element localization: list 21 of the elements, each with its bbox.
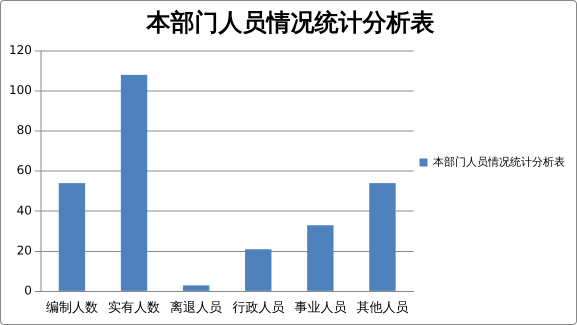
y-tick-label: 60: [16, 163, 32, 178]
x-tick-label: 行政人员: [232, 300, 284, 316]
y-tick-label: 0: [24, 284, 32, 298]
x-tick-label: 其他人员: [356, 300, 408, 316]
x-tick-label: 事业人员: [294, 300, 346, 316]
x-tick-label: 编制人数: [46, 300, 98, 316]
y-tick-label: 100: [9, 83, 32, 98]
y-tick-label: 80: [16, 123, 32, 138]
bar: [120, 74, 148, 291]
y-tick-label: 20: [16, 243, 32, 258]
legend-label: 本部门人员情况统计分析表: [433, 155, 565, 168]
chart-title: 本部门人员情况统计分析表: [146, 8, 434, 37]
y-tick-label: 40: [16, 203, 32, 218]
bar: [307, 225, 334, 291]
bar: [58, 183, 86, 291]
bar: [182, 285, 210, 291]
bar: [245, 249, 272, 291]
y-tick-label: 120: [9, 42, 32, 57]
bar: [369, 183, 396, 291]
x-tick-label: 实有人数: [108, 300, 160, 316]
x-tick-label: 离退人员: [170, 300, 222, 316]
